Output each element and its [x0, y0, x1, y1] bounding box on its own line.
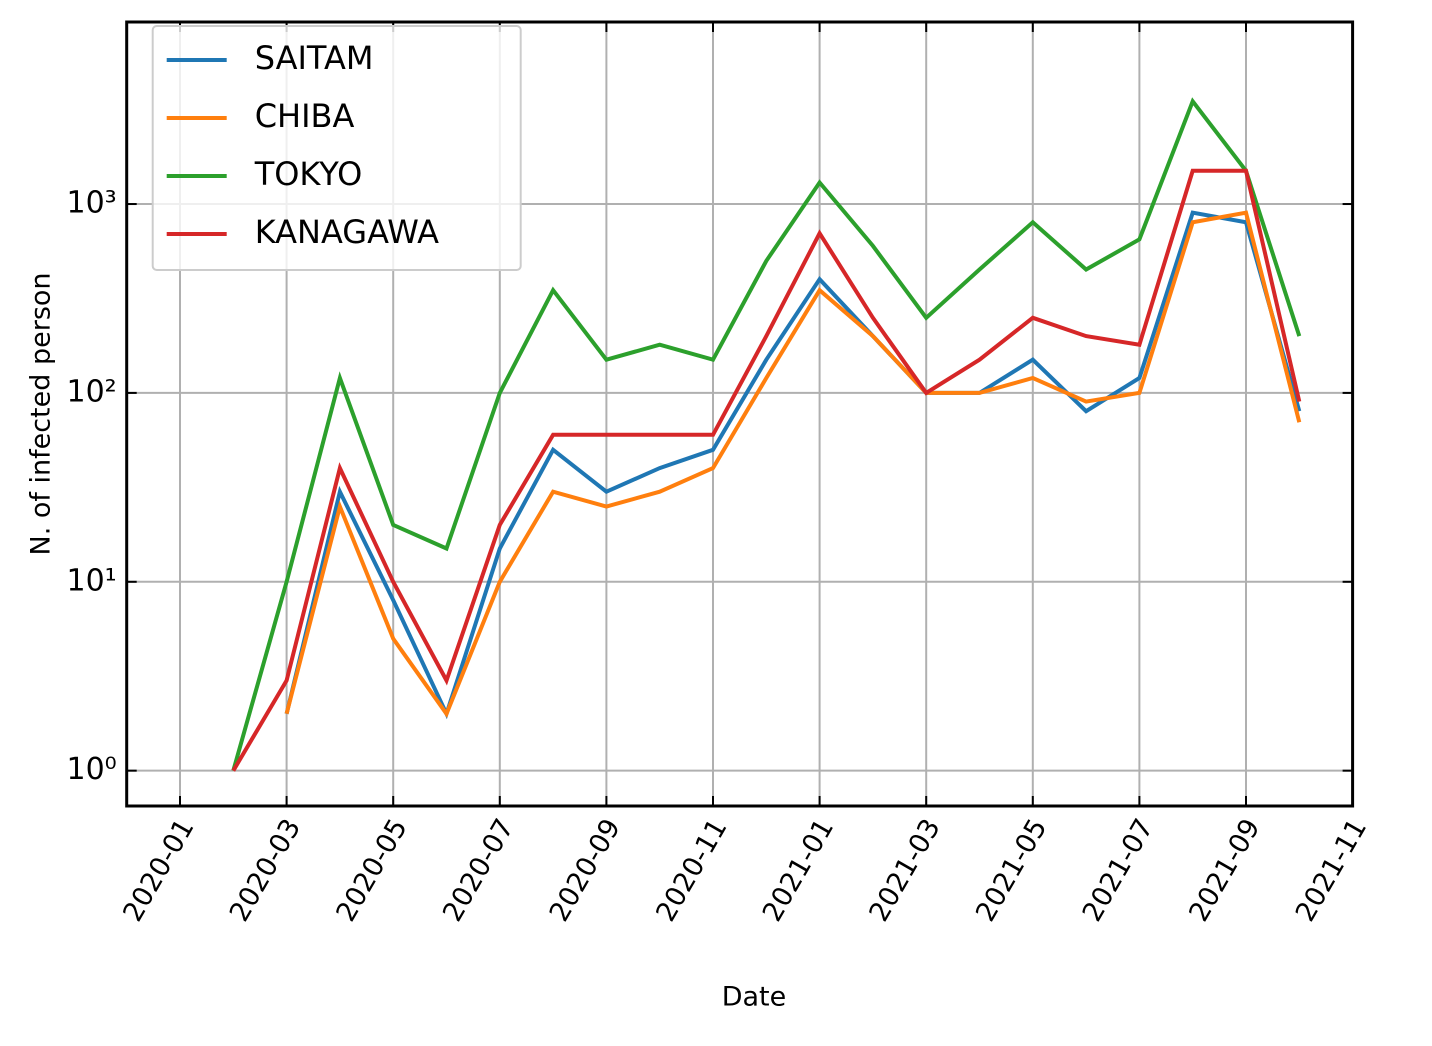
y-tick-label: 10³: [66, 186, 116, 221]
legend-label: TOKYO: [254, 155, 363, 193]
legend-box: [151, 25, 522, 271]
y-axis-label: N. of infected person: [26, 272, 57, 555]
x-tick-label: 2020-11: [650, 814, 733, 927]
plot-frame: [125, 20, 1355, 808]
x-tick-label: 2020-05: [331, 814, 414, 927]
data-line: [284, 210, 1302, 720]
legend-label: CHIBA: [255, 97, 355, 135]
x-tick-label: 2020-03: [224, 814, 307, 927]
x-tick-label: 2021-01: [757, 814, 840, 927]
x-tick-label: 2021-11: [1290, 814, 1373, 927]
x-tick-label: 2020-01: [117, 814, 200, 927]
y-tick-label: 10²: [66, 374, 116, 409]
y-tick-label: 10⁰: [66, 752, 116, 787]
data-line: [284, 210, 1302, 718]
x-axis-label: Date: [722, 982, 787, 1013]
x-tick-label: 2021-07: [1077, 814, 1160, 927]
y-tick-label: 10¹: [66, 563, 116, 598]
legend-label: KANAGAWA: [255, 213, 439, 251]
x-tick-label: 2021-09: [1183, 814, 1266, 927]
x-tick-label: 2021-03: [864, 814, 947, 927]
x-tick-label: 2020-09: [544, 814, 627, 927]
x-tick-label: 2020-07: [437, 814, 520, 927]
data-line: [231, 97, 1302, 772]
data-line: [231, 168, 1302, 772]
x-tick-label: 2021-05: [970, 814, 1053, 927]
legend-label: SAITAM: [255, 39, 374, 77]
